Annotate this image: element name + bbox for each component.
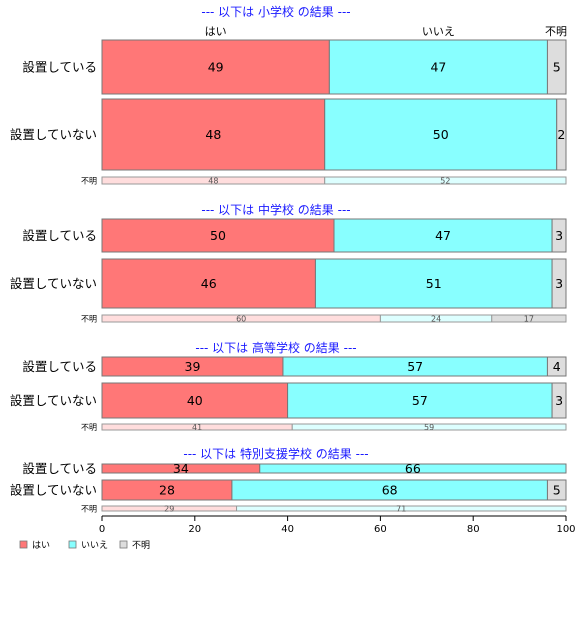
legend-swatch	[19, 540, 28, 549]
data-label: 47	[435, 228, 451, 243]
data-label: 3	[555, 276, 563, 291]
panel-title: --- 以下は 小学校 の結果 ---	[201, 4, 350, 19]
bar-segment	[546, 39, 567, 95]
bar-segment	[287, 382, 553, 419]
row-label: 設置していない	[10, 483, 97, 498]
bar-segment	[551, 382, 567, 419]
data-label: 5	[553, 483, 561, 498]
data-label: 41	[192, 423, 202, 432]
data-label: 71	[396, 505, 406, 514]
bar-segment	[101, 258, 316, 309]
data-label: 4	[553, 359, 561, 374]
legend-label: 不明	[132, 540, 150, 551]
column-header: 不明	[545, 25, 567, 38]
legend-swatch	[119, 540, 128, 549]
column-header: いいえ	[422, 25, 455, 38]
data-label: 68	[382, 483, 398, 498]
data-label: 46	[201, 276, 217, 291]
legend-label: いいえ	[81, 540, 108, 551]
row-label-unknown: 不明	[81, 177, 97, 186]
bar-segment	[324, 98, 558, 171]
data-label: 29	[164, 505, 174, 514]
legend-label: はい	[32, 540, 50, 551]
bar-segment	[259, 463, 567, 474]
data-label: 59	[424, 423, 434, 432]
bar-segment	[556, 98, 567, 171]
bar-segment	[546, 356, 567, 377]
row-label: 設置していない	[10, 127, 97, 142]
row-label-unknown: 不明	[81, 423, 97, 432]
data-label: 47	[430, 60, 446, 75]
data-label: 57	[412, 393, 428, 408]
bar-segment	[101, 39, 330, 95]
row-label: 設置している	[22, 461, 97, 476]
panel-title: --- 以下は 中学校 の結果 ---	[201, 202, 350, 217]
data-label: 48	[205, 127, 221, 142]
data-label: 49	[208, 60, 224, 75]
data-label: 40	[187, 393, 203, 408]
x-tick-label: 20	[188, 524, 201, 535]
data-label: 5	[553, 60, 561, 75]
panel-title: --- 以下は 特別支援学校 の結果 ---	[183, 446, 368, 461]
bar-segment	[101, 382, 289, 419]
bar-segment	[546, 479, 567, 501]
bar-segment	[324, 176, 567, 185]
bar-segment	[328, 39, 548, 95]
bar-segment	[333, 218, 553, 253]
data-label: 50	[433, 127, 449, 142]
row-label: 設置していない	[10, 393, 97, 408]
x-tick-label: 40	[281, 524, 294, 535]
data-label: 3	[555, 228, 563, 243]
data-label: 60	[236, 315, 246, 324]
x-tick-label: 0	[99, 524, 105, 535]
row-label: 設置している	[22, 60, 97, 75]
data-label: 48	[208, 177, 218, 186]
column-header: はい	[205, 25, 227, 38]
data-label: 50	[210, 228, 226, 243]
bar-segment	[551, 258, 567, 309]
row-label: 設置していない	[10, 276, 97, 291]
row-label: 設置している	[22, 228, 97, 243]
data-label: 3	[555, 393, 563, 408]
data-label: 2	[557, 127, 565, 142]
bar-segment	[551, 218, 567, 253]
x-tick-label: 60	[374, 524, 387, 535]
bar-segment	[291, 423, 567, 431]
data-label: 28	[159, 483, 175, 498]
data-label: 66	[405, 461, 421, 476]
panel-title: --- 以下は 高等学校 の結果 ---	[195, 340, 356, 355]
data-label: 52	[440, 177, 450, 186]
data-label: 51	[426, 276, 442, 291]
bar-segment	[236, 505, 567, 512]
bar-segment	[491, 314, 567, 323]
data-label: 39	[185, 359, 201, 374]
data-label: 24	[431, 315, 441, 324]
data-label: 57	[407, 359, 423, 374]
row-label: 設置している	[22, 359, 97, 374]
x-tick-label: 100	[556, 524, 575, 535]
data-label: 34	[173, 461, 189, 476]
legend-swatch	[68, 540, 77, 549]
row-label-unknown: 不明	[81, 505, 97, 514]
bar-segment	[101, 98, 326, 171]
data-label: 17	[524, 315, 534, 324]
row-label-unknown: 不明	[81, 315, 97, 324]
x-tick-label: 80	[467, 524, 480, 535]
